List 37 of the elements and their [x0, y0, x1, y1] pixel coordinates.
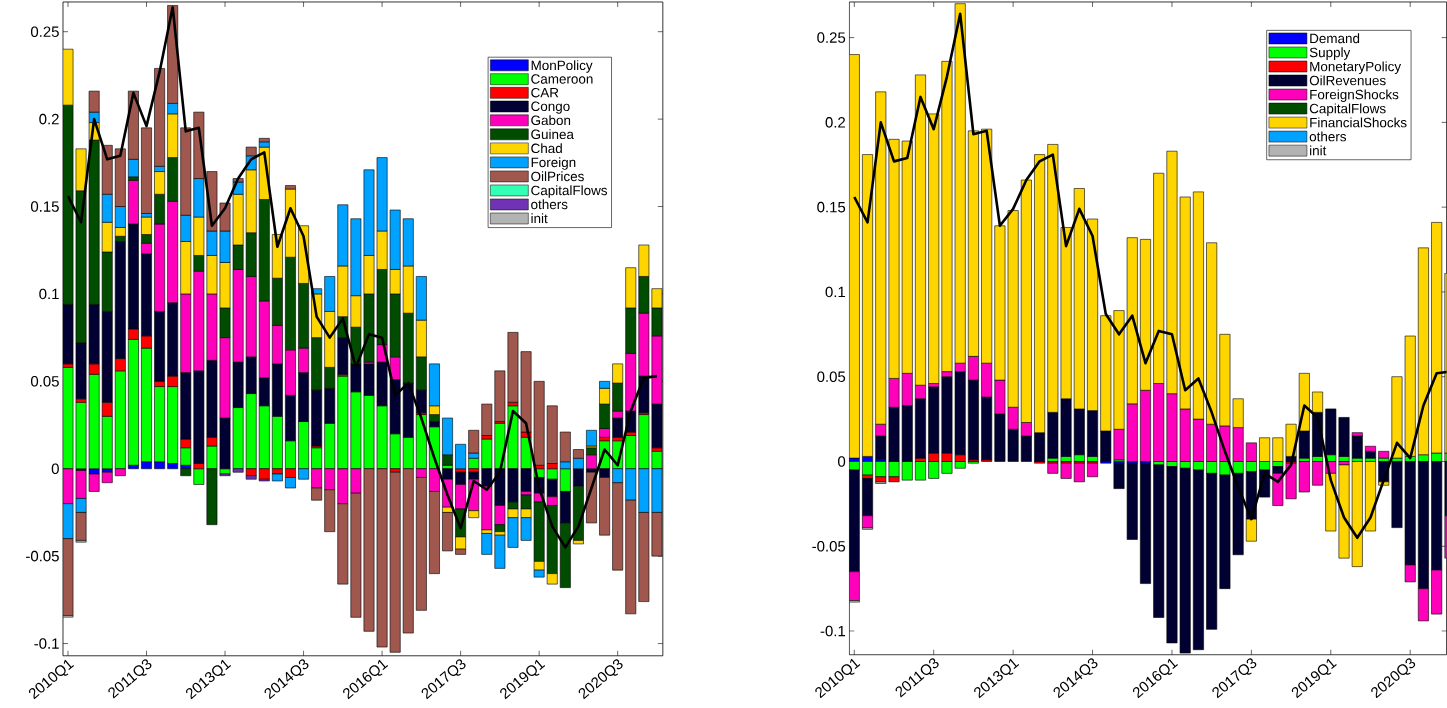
y-tick-label: 0.15	[817, 201, 846, 213]
legend-label: others	[1309, 131, 1347, 142]
y-tick-label: 0.25	[30, 26, 59, 38]
legend-label: Gabon	[531, 115, 571, 126]
legend-label: init	[531, 213, 548, 224]
y-tick-label: 0.15	[30, 201, 59, 212]
legend-label: Cameroon	[531, 74, 593, 84]
legend-label: others	[531, 199, 568, 210]
y-tick-label: -0.1	[34, 638, 59, 649]
legend-label: Supply	[1309, 47, 1351, 61]
legend-label: Chad	[531, 143, 562, 154]
y-tick-label: -0.05	[26, 550, 59, 562]
y-tick-label: 0	[838, 456, 846, 467]
y-tick-label: 0.05	[817, 371, 846, 383]
legend-label: Foreign	[531, 157, 576, 170]
y-tick-label: -0.1	[820, 625, 846, 637]
y-tick-label: 0.1	[39, 288, 59, 300]
legend-label: CAR	[531, 87, 559, 98]
legend-label: init	[1310, 145, 1327, 156]
y-tick-label: 0	[51, 463, 59, 475]
legend-label: MonetaryPolicy	[1310, 61, 1402, 75]
legend-label: Congo	[531, 101, 570, 114]
legend-label: Demand	[1310, 33, 1360, 44]
y-tick-label: -0.05	[812, 541, 846, 552]
legend-label: CapitalFlows	[1309, 103, 1386, 117]
y-tick-label: 0.1	[825, 286, 846, 298]
legend-label: ForeignShocks	[1310, 89, 1399, 103]
legend-label: Guinea	[531, 129, 574, 140]
legend-label: OilRevenues	[1309, 75, 1386, 86]
y-tick-label: 0.25	[817, 32, 846, 43]
legend-label: FinancialShocks	[1310, 117, 1407, 128]
y-tick-label: 0.05	[30, 376, 59, 387]
legend-label: OilPrices	[531, 171, 584, 182]
legend-label: CapitalFlows	[531, 185, 608, 198]
y-tick-label: 0.2	[39, 113, 59, 125]
y-tick-label: 0.2	[825, 117, 846, 128]
legend-label: MonPolicy	[531, 60, 593, 73]
